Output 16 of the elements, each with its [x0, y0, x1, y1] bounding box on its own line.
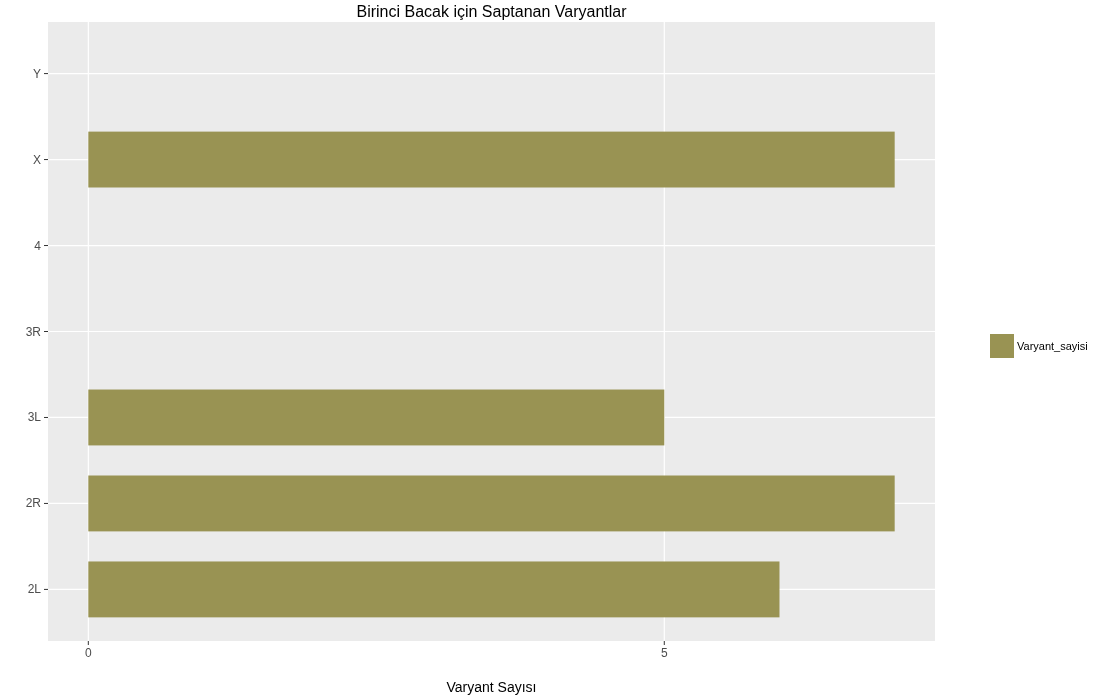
y-tick-label: X [32, 152, 41, 167]
y-tick-label: Y [32, 66, 41, 81]
bar [88, 475, 895, 532]
x-axis-title: Varyant Sayısı [446, 679, 537, 695]
legend-label: Varyant_sayisi [1017, 340, 1088, 352]
y-tick-label: 2R [25, 496, 42, 511]
y-tick-label: 3R [25, 324, 42, 339]
x-tick-label: 0 [84, 646, 92, 660]
bar [88, 131, 895, 188]
y-tick-label: 2L [27, 582, 42, 597]
bar [88, 389, 665, 446]
x-tick-label: 5 [660, 646, 668, 660]
bar [88, 561, 780, 618]
chart-title: Birinci Bacak için Saptanan Varyantlar [356, 3, 628, 20]
y-tick-label: 3L [27, 410, 42, 425]
y-tick-label: 4 [34, 238, 42, 253]
